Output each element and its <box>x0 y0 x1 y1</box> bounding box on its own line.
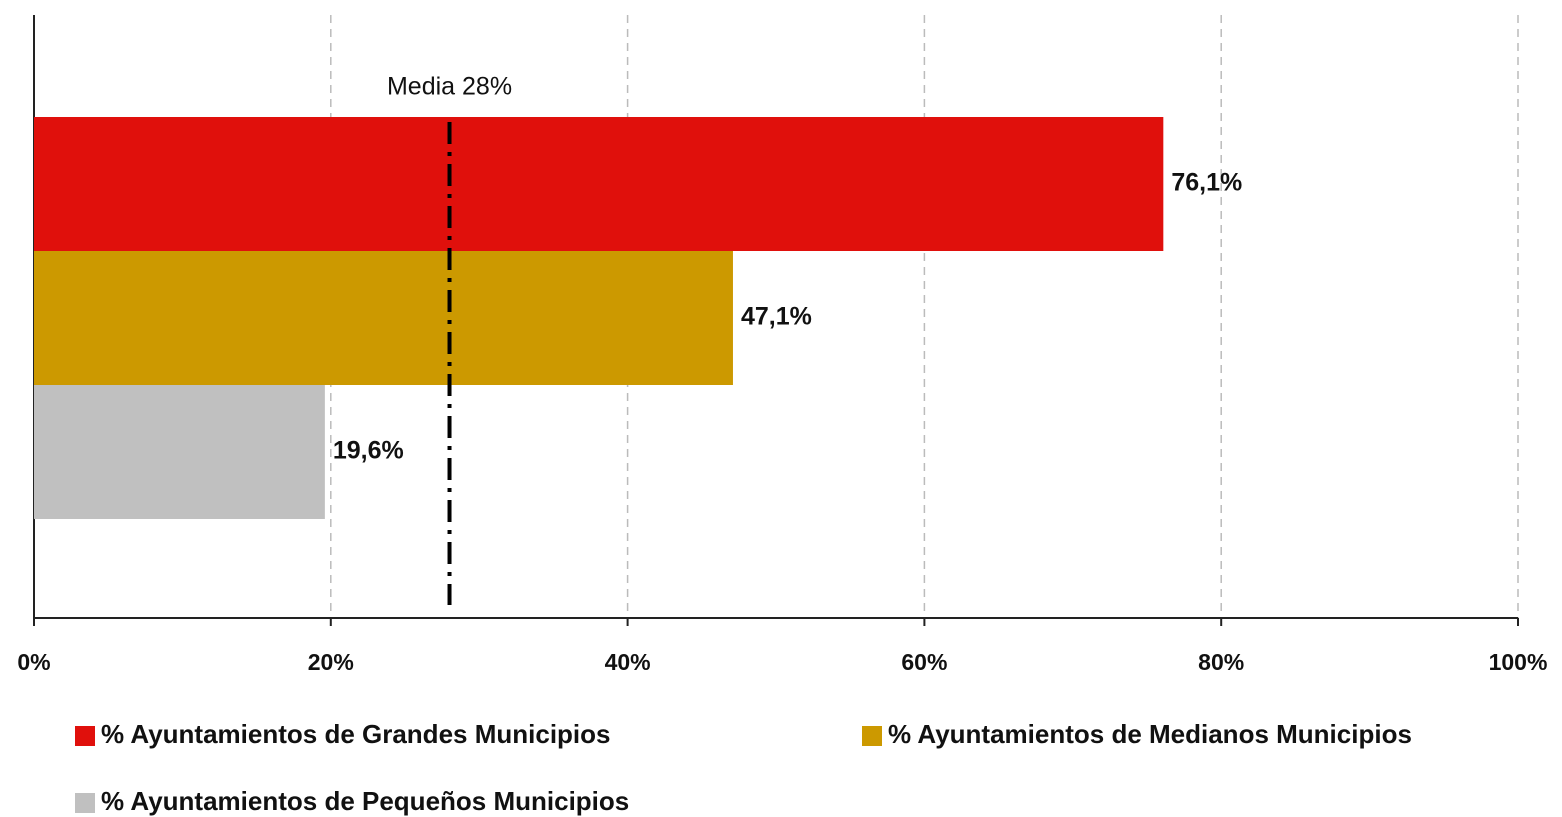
x-tick-label: 20% <box>308 649 354 675</box>
bar <box>34 251 733 385</box>
bar <box>34 117 1164 251</box>
legend-swatch <box>862 726 882 746</box>
legend-swatch <box>75 793 95 813</box>
x-tick-label: 60% <box>901 649 947 675</box>
x-tick-label: 0% <box>17 649 50 675</box>
legend-label: % Ayuntamientos de Pequeños Municipios <box>101 786 629 816</box>
x-tick-label: 40% <box>605 649 651 675</box>
legend-label: % Ayuntamientos de Medianos Municipios <box>888 719 1412 749</box>
x-tick-label: 100% <box>1489 649 1548 675</box>
legend-swatch <box>75 726 95 746</box>
data-label: 47,1% <box>741 303 812 331</box>
data-label: 19,6% <box>333 437 404 465</box>
legend-label: % Ayuntamientos de Grandes Municipios <box>101 719 611 749</box>
annotation: Media 28% <box>387 73 512 101</box>
bar <box>34 385 325 519</box>
data-label: 76,1% <box>1171 169 1242 197</box>
x-tick-label: 80% <box>1198 649 1244 675</box>
